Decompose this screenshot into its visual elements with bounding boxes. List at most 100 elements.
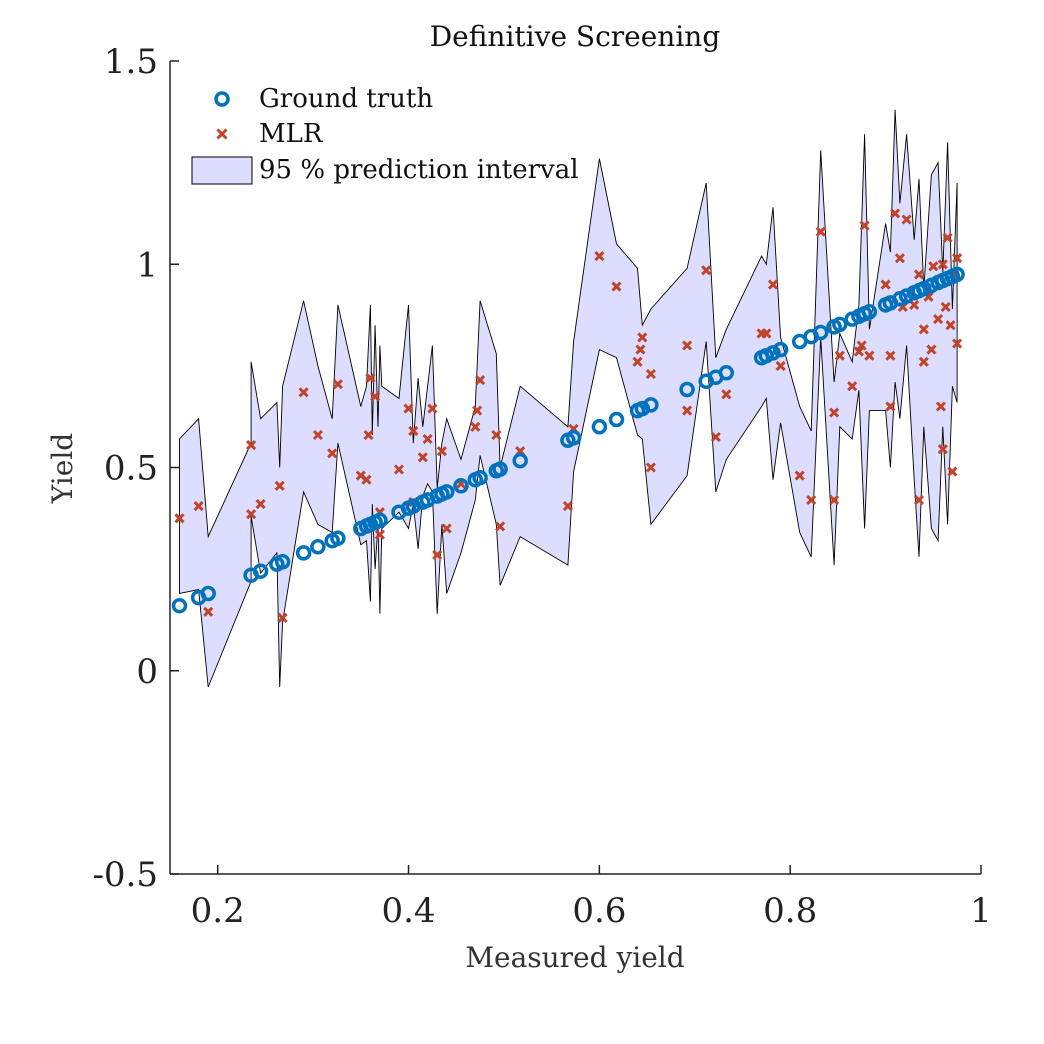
mlr-point (174, 513, 185, 524)
mlr-point (829, 407, 840, 418)
ground-truth-point (916, 280, 932, 297)
mlr-point (472, 405, 483, 416)
mlr-point (847, 381, 858, 392)
ground-truth-point (565, 430, 582, 446)
mlr-point (441, 523, 452, 534)
prediction-interval-band (179, 109, 958, 688)
mlr-point (937, 259, 948, 270)
mlr-point (894, 253, 905, 264)
mlr-point (645, 462, 656, 473)
mlr-point (913, 494, 925, 506)
ground-truth-point (438, 484, 455, 500)
mlr-point (491, 429, 502, 441)
mlr-point (901, 214, 912, 225)
mlr-point (829, 494, 840, 506)
ground-truth-point (832, 316, 848, 333)
ground-truth-point (200, 585, 216, 602)
mlr-point (918, 356, 929, 367)
mlr-point (682, 340, 693, 351)
mlr-point (422, 433, 433, 445)
mlr-point (859, 220, 870, 231)
mlr-point (890, 208, 901, 219)
legend-label-mlr: MLR (259, 119, 324, 149)
mlr-point (312, 429, 323, 441)
mlr-point (853, 346, 864, 357)
mlr-point (365, 373, 376, 384)
ground-truth-point (949, 266, 965, 283)
ground-truth-point (608, 411, 625, 428)
x-axis-ticks: 0.2 0.4 0.6 0.8 1 (191, 865, 992, 931)
mlr-point (495, 521, 506, 532)
mlr-point (393, 464, 405, 475)
mlr-point (952, 253, 963, 264)
mlr-point (940, 301, 951, 312)
mlr-point (935, 401, 946, 412)
mlr-point (427, 403, 438, 414)
ground-truth-point (171, 597, 188, 614)
mlr-point (806, 494, 817, 506)
mlr-point (370, 391, 381, 402)
mlr-point (885, 401, 896, 412)
mlr-point (408, 425, 419, 436)
ground-truth-point (718, 365, 735, 381)
mlr-point (203, 606, 214, 617)
ground-truth-point (765, 345, 781, 361)
mlr-point (710, 431, 721, 443)
mlr-point (767, 279, 779, 290)
mlr-point (298, 387, 309, 398)
mlr-point (834, 350, 845, 361)
mlr-point (635, 344, 646, 355)
mlr-point (947, 466, 958, 477)
ground-truth-point (591, 419, 608, 435)
mlr-point (637, 332, 648, 343)
y-tick-label: 0.5 (104, 449, 158, 489)
x-axis-label: Measured yield (465, 941, 684, 974)
mlr-point (775, 360, 786, 371)
mlr-point (562, 501, 573, 512)
mlr-point (246, 440, 257, 451)
mlr-point (611, 281, 622, 292)
mlr-point (332, 379, 343, 390)
ground-truth-point (772, 341, 789, 358)
mlr-point (432, 549, 443, 560)
mlr-point (952, 338, 963, 349)
mlr-point (945, 320, 956, 331)
y-tick-label: 1 (136, 245, 158, 285)
legend-marker-ground-truth (214, 91, 230, 107)
ground-truth-point (295, 545, 312, 561)
mlr-point (403, 403, 414, 414)
x-tick-label: 1 (970, 891, 992, 931)
mlr-point (374, 529, 385, 540)
ground-truth-point (861, 304, 878, 320)
y-axis-ticks: -0.5 0 0.5 1 1.5 (92, 42, 179, 895)
mlr-point (864, 350, 875, 361)
ground-truth-point (679, 381, 695, 398)
mlr-point (632, 356, 643, 367)
mlr-point (682, 405, 693, 416)
mlr-point (594, 251, 605, 262)
mlr-point (255, 499, 266, 510)
mlr-point (909, 299, 920, 310)
ground-truth-point (372, 512, 388, 529)
legend-label-interval: 95 % prediction interval (259, 155, 579, 185)
ground-truth-point (492, 461, 508, 477)
ground-truth-point (472, 469, 488, 486)
legend-label-ground-truth: Ground truth (259, 84, 433, 114)
mlr-point (918, 324, 929, 335)
ground-truth-point (898, 288, 915, 304)
mlr-point (933, 314, 944, 325)
mlr-point (470, 421, 481, 432)
mlr-point (856, 340, 867, 351)
x-tick-label: 0.8 (763, 891, 817, 931)
ground-truth-point (453, 478, 469, 494)
y-tick-label: 1.5 (104, 42, 158, 82)
mlr-point (885, 350, 896, 361)
mlr-point (363, 429, 374, 441)
mlr-point (436, 446, 447, 457)
mlr-point (815, 226, 826, 237)
ground-truth-point (643, 397, 659, 413)
mlr-point (246, 509, 257, 520)
plot-area (171, 109, 965, 688)
mlr-point (475, 375, 486, 386)
